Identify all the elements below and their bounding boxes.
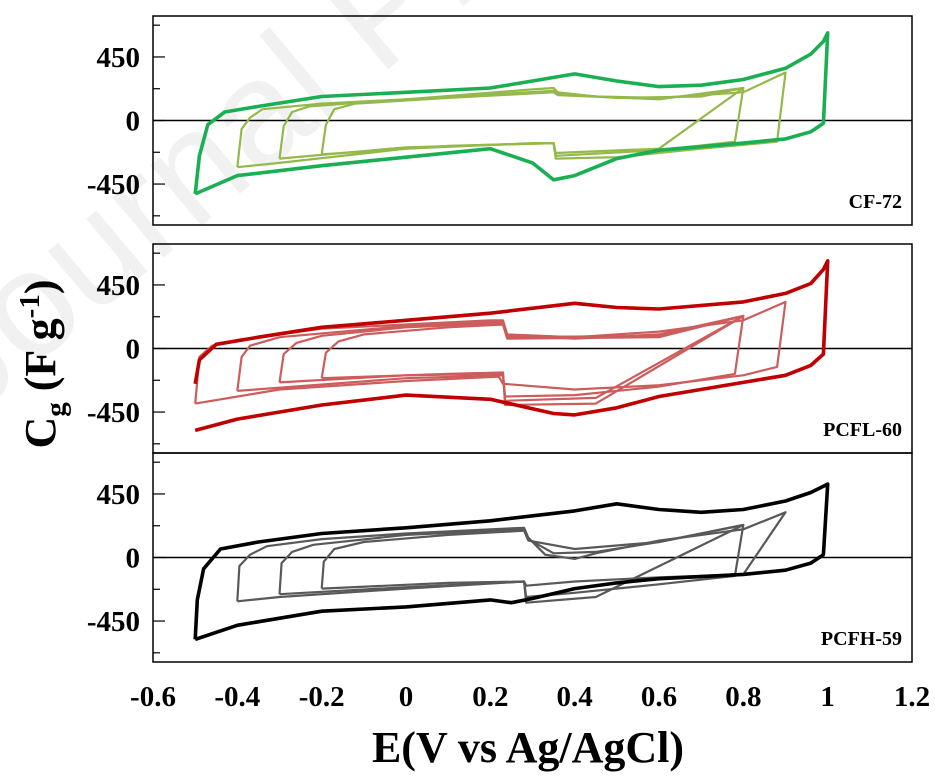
y-tick-label: 450 [97,479,141,511]
panel-2: 450 0 -450 PCFL-60 [87,243,913,454]
cv-curve-inner-4 [320,314,745,407]
panel-label: CF-72 [849,191,902,213]
cv-curve-inner-3 [320,86,745,156]
y-tick-label: -450 [87,397,140,429]
y-axis-title-unit: (F g [16,318,65,402]
y-tick-label: 0 [126,543,141,575]
cv-curve-outer [193,31,830,196]
x-tick-label: 0.8 [725,681,761,713]
panel-3: 450 0 -450 PCFH-59 [87,452,913,663]
x-axis-title: E(V vs Ag/AgCl) [372,723,684,772]
y-tick-label: 450 [97,270,141,302]
y-tick-label: 0 [126,334,141,366]
y-axis-title-close: ) [16,279,65,294]
x-tick-label: -0.4 [214,681,260,713]
cv-curve-outer [193,259,830,433]
x-tick-label: -0.2 [299,681,345,713]
y-axis-title-sub: g [40,402,72,417]
x-tick-label: -0.6 [130,681,176,713]
y-tick-label: -450 [87,169,140,201]
panel-label: PCFH-59 [821,628,902,650]
y-tick-label: -450 [87,606,140,638]
x-tick-label: 0.2 [472,681,508,713]
x-tick-label: 0.4 [557,681,593,713]
panel-1: 450 0 -450 CF-72 [87,15,913,226]
y-axis-title-sup: -1 [14,294,46,318]
y-tick-label: 0 [126,106,141,138]
x-tick-label: 1 [820,681,835,713]
x-tick-label: 0.6 [641,681,677,713]
cv-curve-outer [193,482,830,642]
panel-label: PCFL-60 [823,419,902,441]
y-axis-title-main: C [16,417,65,449]
x-tick-label: 0 [399,681,414,713]
panels: 450 0 -450 CF-72 450 0 -450 PCFL-60 450 0 -450 PCFH… [87,15,913,663]
y-tick-label: 450 [97,42,141,74]
y-axis-title: Cg (F g-1) [14,279,72,448]
x-axis-ticks: -0.6 -0.4 -0.2 0 0.2 0.4 0.6 0.8 1 1.2 [130,681,930,713]
cv-curve-inner-2 [278,523,745,599]
x-tick-label: 1.2 [894,681,930,713]
cv-curve-inner-3 [320,523,745,604]
